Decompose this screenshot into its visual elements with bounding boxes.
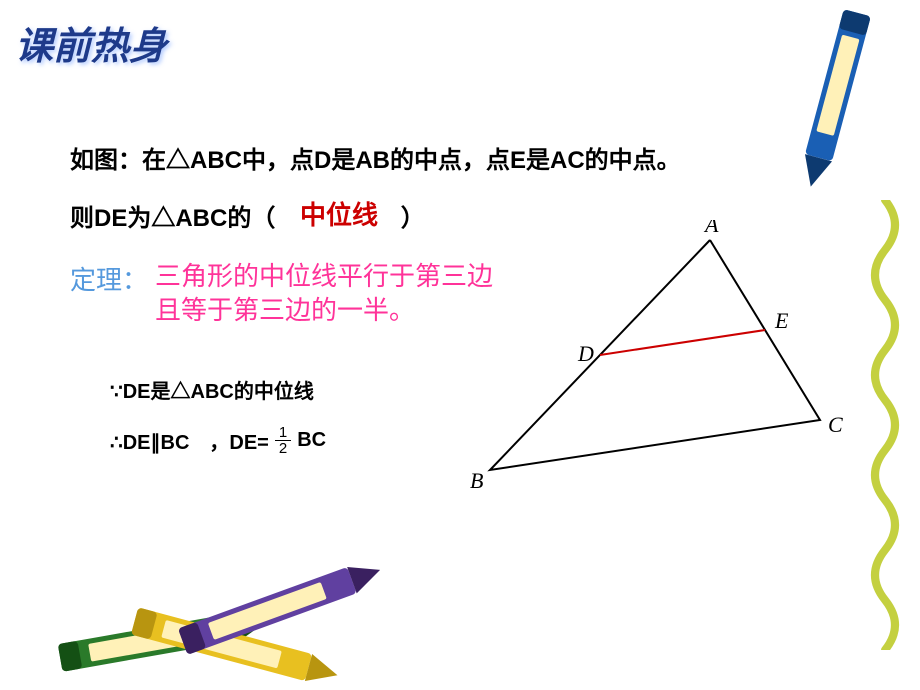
problem-line1: 如图：在△ABC中，点D是AB的中点，点E是AC的中点。 [70,140,681,175]
theorem-text-2: 且等于第三边的一半。 [155,295,415,325]
vertex-E: E [774,308,789,333]
page-title: 课前热身 [15,15,167,70]
problem-line2-post: ） [401,205,425,232]
proof-line2: ∴DE∥BC ，DE= 1 2 BC [110,425,326,456]
triangle-diagram: A B C D E [440,220,860,500]
triangle-outline [490,240,820,470]
vertex-C: C [828,412,843,437]
proof-line2-pre: ∴DE∥BC ，DE= [110,426,269,455]
problem-answer: 中位线 [300,195,378,232]
squiggle-decoration [860,200,910,650]
problem-line2-pre: 则DE为△ABC的（ [70,205,275,232]
fraction-numerator: 1 [275,425,291,441]
crayon-blue-icon [790,0,880,200]
vertex-B: B [470,468,483,493]
fraction-half: 1 2 [275,425,291,456]
proof-line2-post: BC [297,429,326,452]
vertex-D: D [577,341,594,366]
triangle-midline [600,330,765,355]
crayons-bottom-icon [40,530,420,690]
theorem-label: 定理： [70,260,148,297]
proof-line1: ∵DE是△ABC的中位线 [110,375,314,404]
fraction-denominator: 2 [275,441,291,456]
vertex-A: A [703,220,719,237]
